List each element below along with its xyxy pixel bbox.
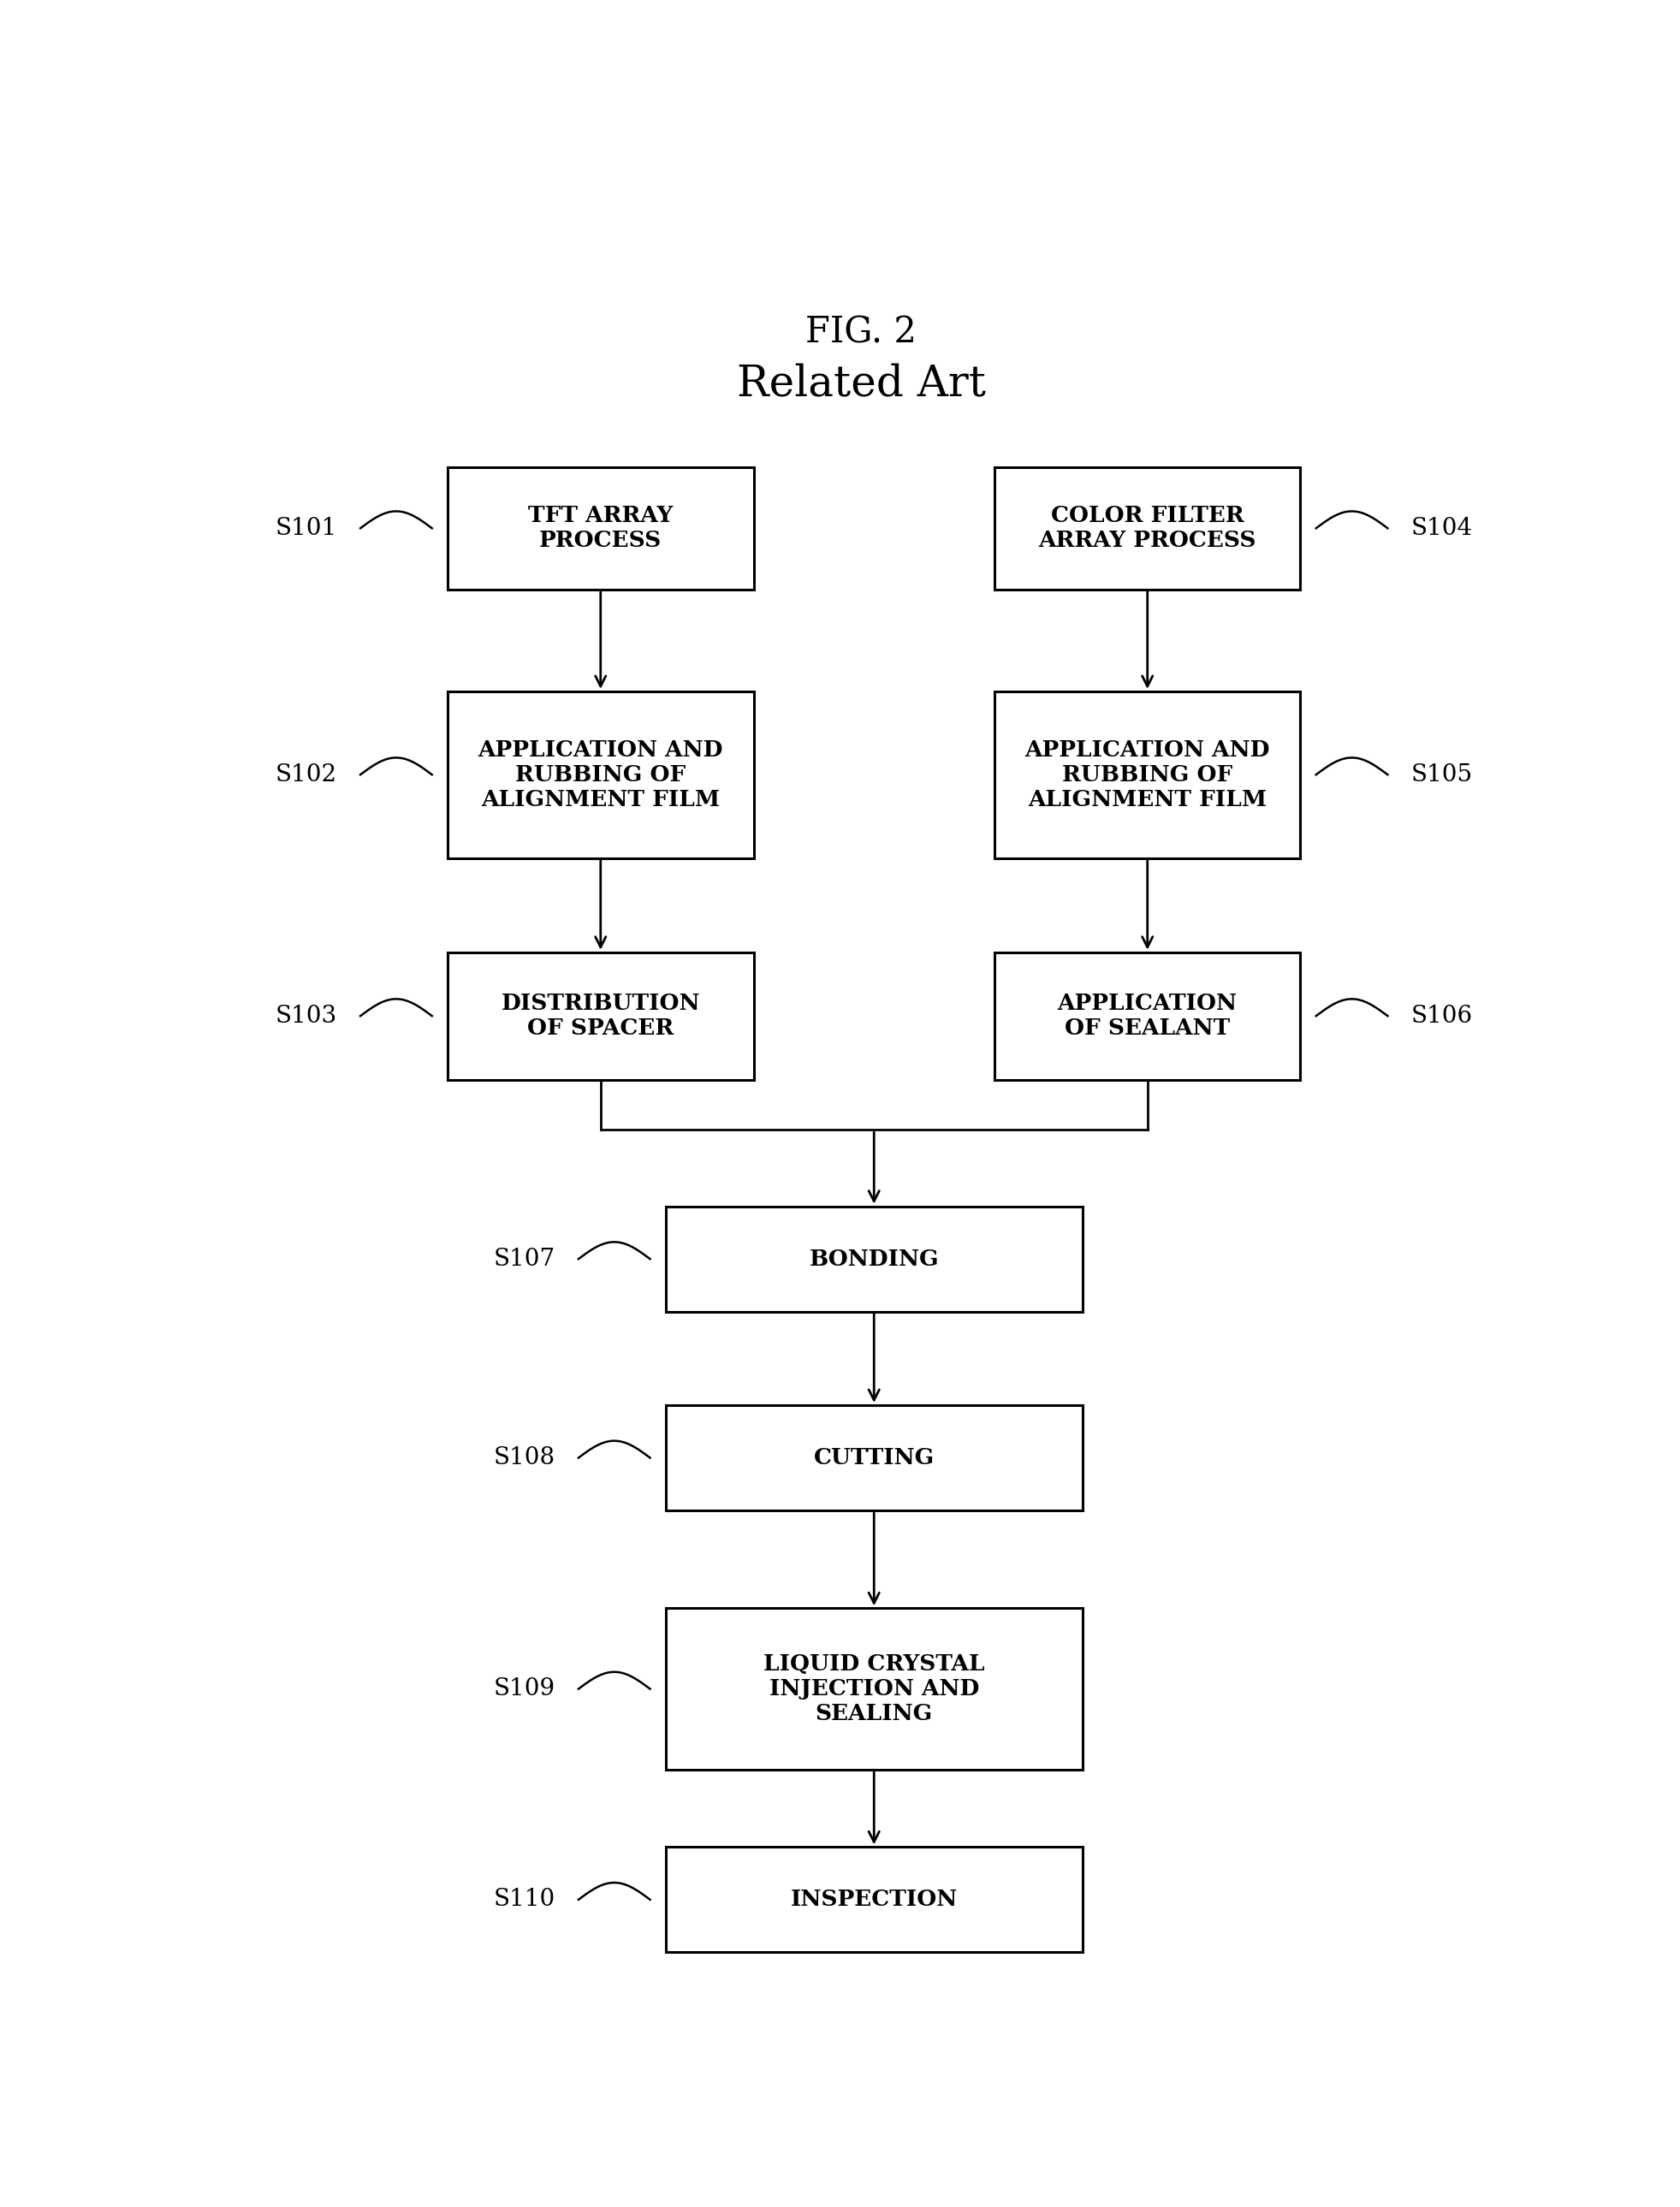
Text: S107: S107 xyxy=(494,1247,554,1271)
Text: S102: S102 xyxy=(276,764,338,786)
FancyBboxPatch shape xyxy=(995,691,1300,859)
Text: APPLICATION AND
RUBBING OF
ALIGNMENT FILM: APPLICATION AND RUBBING OF ALIGNMENT FIL… xyxy=(1025,739,1270,810)
FancyBboxPatch shape xyxy=(447,468,754,589)
Text: LIQUID CRYSTAL
INJECTION AND
SEALING: LIQUID CRYSTAL INJECTION AND SEALING xyxy=(763,1653,984,1724)
Text: APPLICATION AND
RUBBING OF
ALIGNMENT FILM: APPLICATION AND RUBBING OF ALIGNMENT FIL… xyxy=(479,739,722,810)
Text: BONDING: BONDING xyxy=(810,1249,939,1269)
Text: APPLICATION
OF SEALANT: APPLICATION OF SEALANT xyxy=(1058,993,1236,1039)
Text: S103: S103 xyxy=(276,1004,338,1028)
Text: INSPECTION: INSPECTION xyxy=(791,1889,958,1911)
Text: CUTTING: CUTTING xyxy=(813,1448,934,1468)
FancyBboxPatch shape xyxy=(447,951,754,1079)
FancyBboxPatch shape xyxy=(665,1609,1082,1770)
FancyBboxPatch shape xyxy=(995,468,1300,589)
FancyBboxPatch shape xyxy=(995,951,1300,1079)
Text: S106: S106 xyxy=(1411,1004,1473,1028)
Text: COLOR FILTER
ARRAY PROCESS: COLOR FILTER ARRAY PROCESS xyxy=(1038,505,1257,552)
Text: S104: S104 xyxy=(1411,516,1473,541)
Text: S108: S108 xyxy=(494,1446,554,1470)
Text: S101: S101 xyxy=(276,516,338,541)
Text: Related Art: Related Art xyxy=(736,362,986,404)
Text: S110: S110 xyxy=(494,1889,554,1911)
Text: TFT ARRAY
PROCESS: TFT ARRAY PROCESS xyxy=(528,505,674,552)
Text: DISTRIBUTION
OF SPACER: DISTRIBUTION OF SPACER xyxy=(501,993,701,1039)
FancyBboxPatch shape xyxy=(665,1406,1082,1510)
Text: S109: S109 xyxy=(494,1677,554,1699)
FancyBboxPatch shape xyxy=(665,1847,1082,1953)
FancyBboxPatch shape xyxy=(665,1207,1082,1311)
Text: S105: S105 xyxy=(1411,764,1473,786)
FancyBboxPatch shape xyxy=(447,691,754,859)
Text: FIG. 2: FIG. 2 xyxy=(805,316,917,351)
